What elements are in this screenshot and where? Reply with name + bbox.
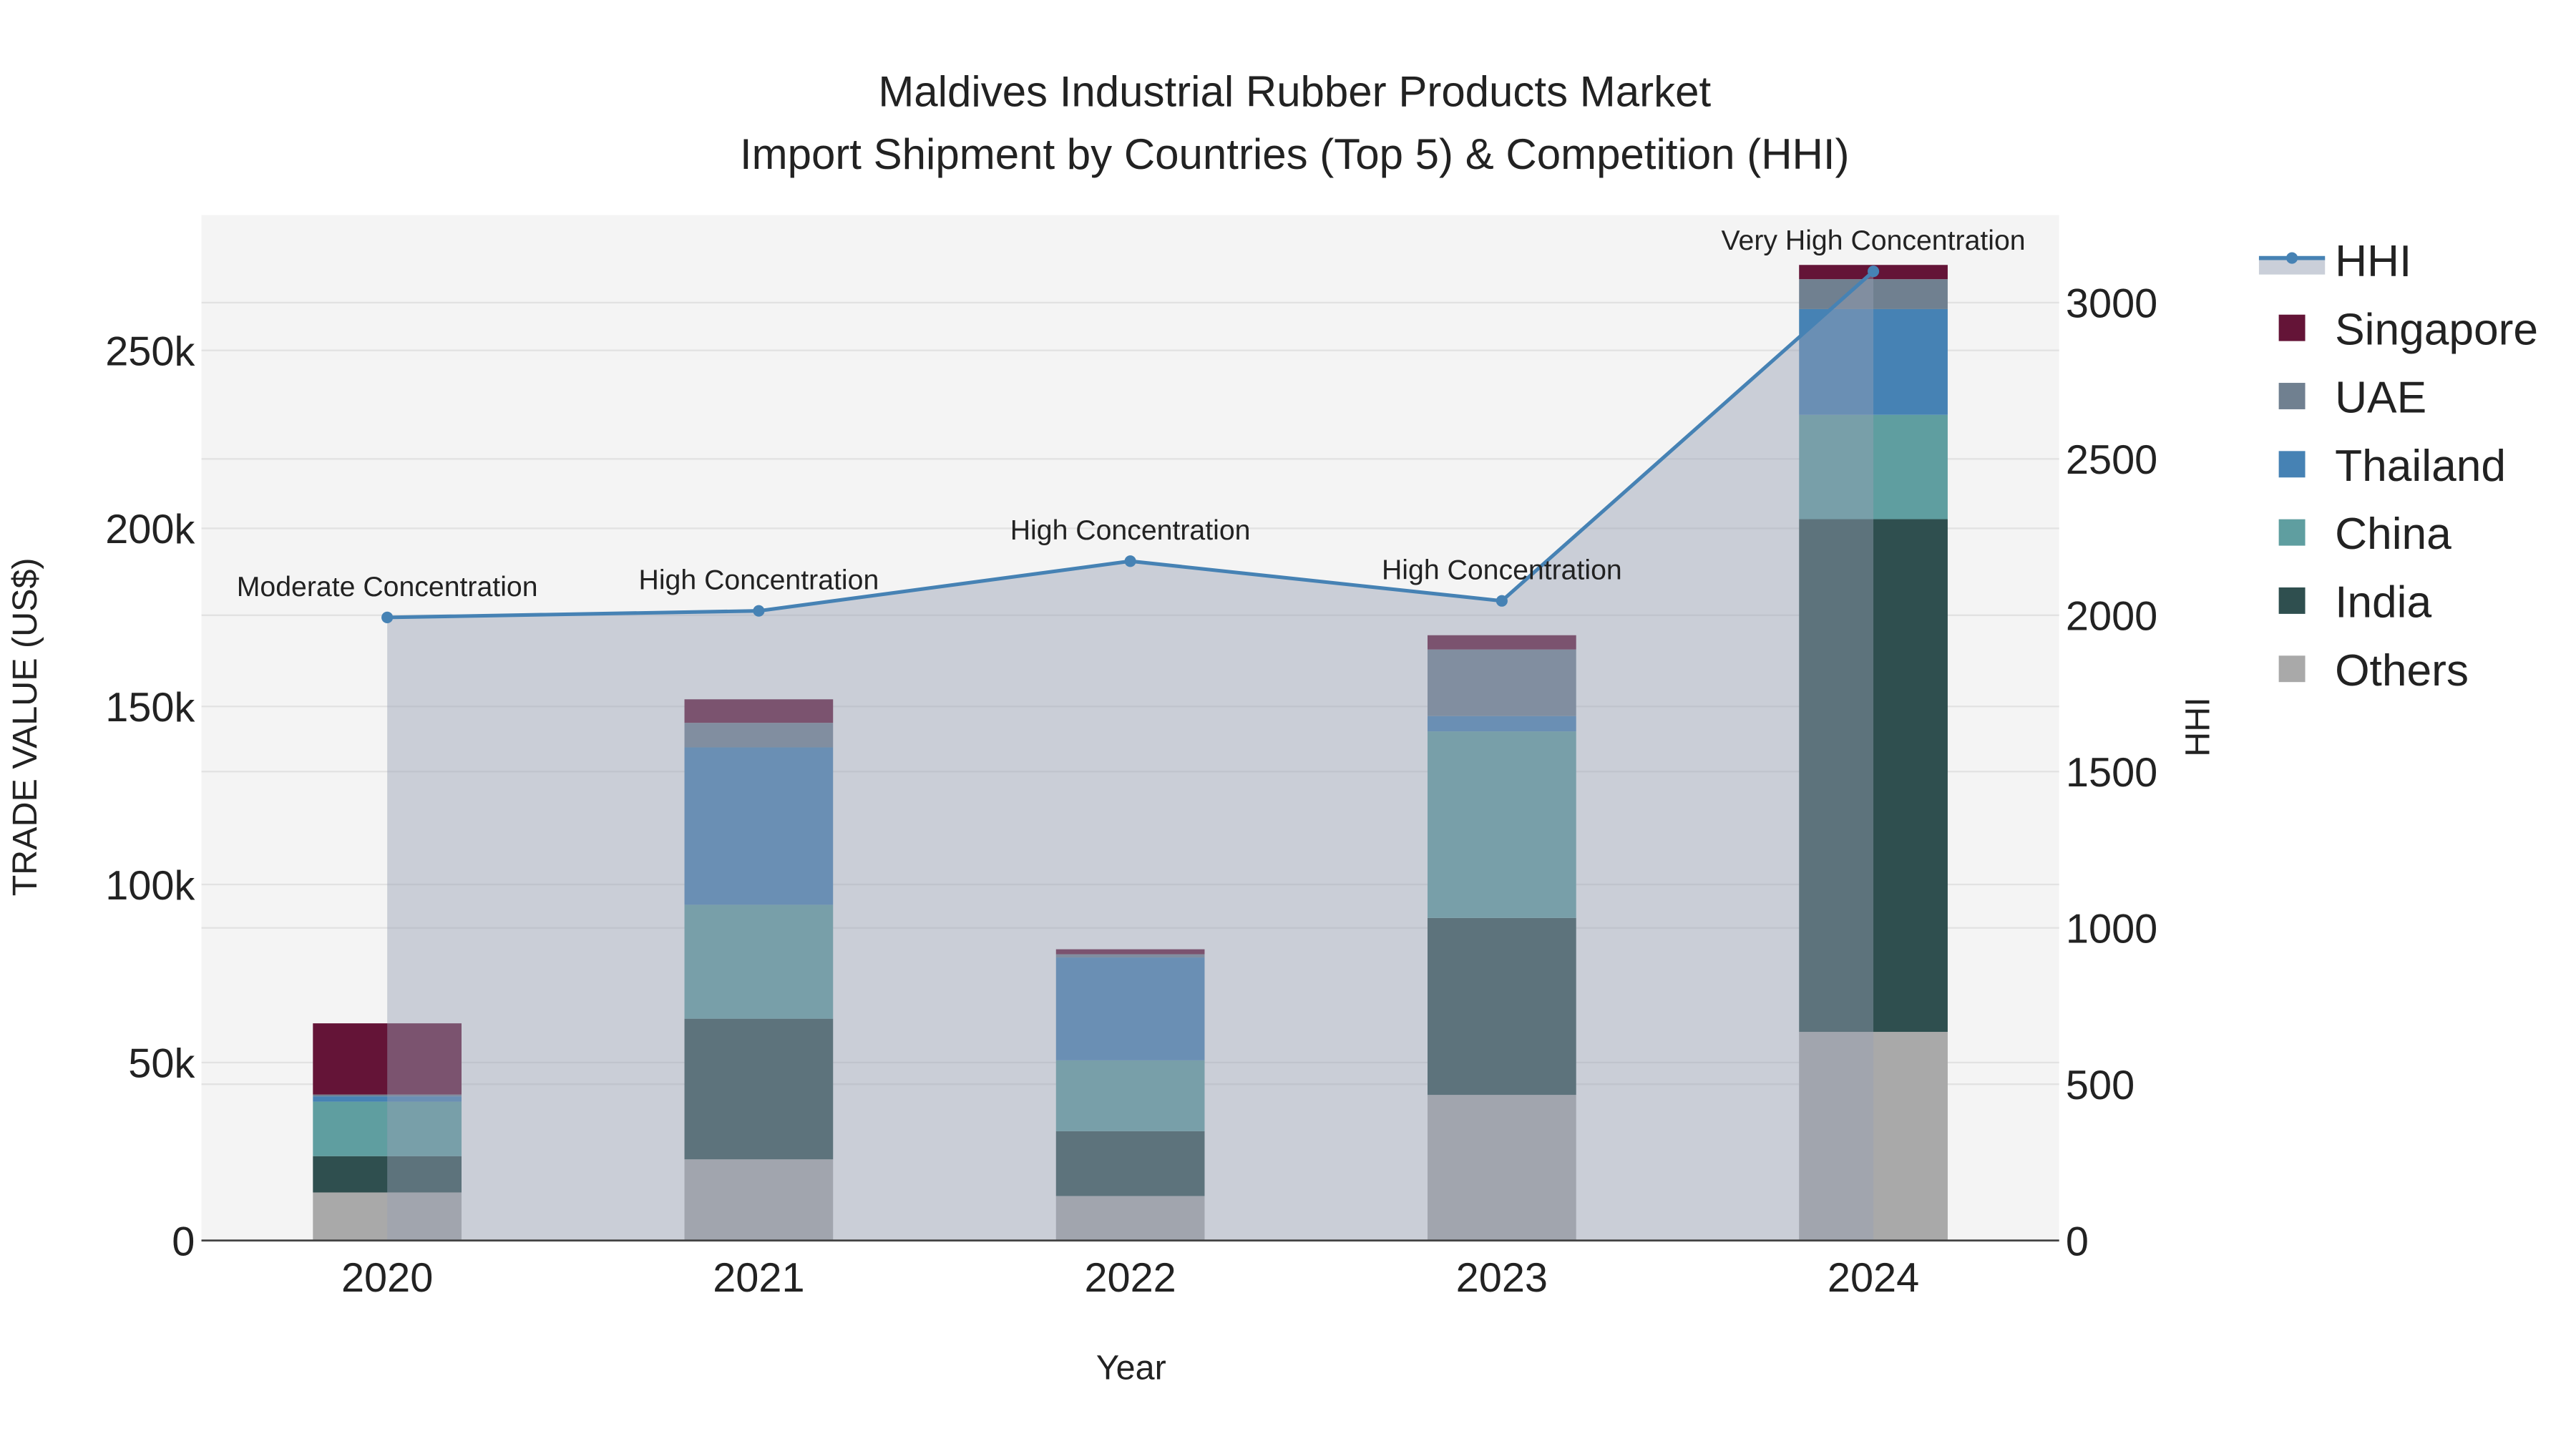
y-tick-label: 50k [128, 1041, 195, 1087]
bar-others-2021 [684, 1159, 834, 1241]
y2-tick-label: 1500 [2066, 750, 2157, 796]
y-tick-label: 100k [105, 863, 195, 909]
bar-china-2020 [313, 1101, 462, 1156]
bar-uae-2022 [1055, 954, 1205, 958]
legend-swatch-uae [2278, 383, 2306, 409]
y-axis-title: TRADE VALUE (US$) [6, 557, 44, 896]
bar-china-2021 [684, 904, 834, 1019]
bar-india-2021 [684, 1018, 834, 1160]
y-tick-label: 200k [105, 507, 195, 552]
x-tick-label: 2023 [1456, 1255, 1548, 1301]
bar-thailand-2024 [1799, 308, 1948, 415]
x-tick-label: 2021 [713, 1255, 804, 1301]
axes: 0 50k 100k 150k 200k 250k 0 500 1000 1500 2000 2500… [105, 281, 2157, 1302]
legend-label-singapore: Singapore [2335, 305, 2538, 354]
x-axis-title: Year [1096, 1349, 1166, 1387]
bar-india-2022 [1055, 1131, 1205, 1196]
bar-others-2020 [313, 1192, 462, 1241]
bar-others-2023 [1428, 1095, 1576, 1241]
y2-tick-label: 2000 [2066, 594, 2157, 640]
legend-swatch-others [2278, 655, 2306, 683]
legend-label-china: China [2335, 509, 2451, 559]
x-tick-label: 2022 [1084, 1255, 1176, 1301]
hhi-area [387, 271, 1874, 1241]
bar-india-2024 [1799, 519, 1948, 1033]
bar-thailand-2022 [1055, 957, 1205, 1060]
hhi-annotation: Moderate Concentration [237, 571, 538, 602]
legend-swatch-india [2278, 587, 2306, 614]
hhi-point-2024 [1868, 265, 1880, 278]
legend-swatch-china [2278, 519, 2306, 546]
bar-thailand-2020 [313, 1096, 462, 1102]
hhi-point-2022 [1124, 555, 1136, 567]
x-tick-label: 2024 [1828, 1255, 1919, 1301]
y2-tick-label: 2500 [2066, 437, 2157, 483]
hhi-line-group: Moderate Concentration High Concentration… [237, 225, 2026, 623]
legend: HHI Singapore UAE Thailand China India Others [2258, 237, 2538, 696]
y2-tick-label: 3000 [2066, 281, 2157, 327]
x-tick-label: 2020 [341, 1255, 433, 1301]
bar-singapore-2022 [1055, 949, 1205, 955]
legend-label-hhi: HHI [2335, 237, 2411, 286]
bar-uae-2020 [313, 1094, 462, 1097]
chart-title: Maldives Industrial Rubber Products Mark… [878, 67, 1711, 115]
hhi-annotation: High Concentration [639, 565, 879, 596]
y-tick-label: 250k [105, 328, 195, 374]
y2-tick-label: 1000 [2066, 907, 2157, 952]
bar-singapore-2021 [684, 699, 834, 723]
bar-thailand-2021 [684, 747, 834, 905]
bar-china-2022 [1055, 1060, 1205, 1131]
hhi-point-2023 [1496, 595, 1508, 607]
bar-china-2024 [1799, 414, 1948, 519]
bar-china-2023 [1428, 731, 1576, 918]
bar-uae-2023 [1428, 649, 1576, 716]
y2-axis-title: HHI [2179, 697, 2218, 756]
hhi-annotation: High Concentration [1010, 514, 1251, 546]
legend-label-others: Others [2335, 646, 2469, 696]
legend-label-uae: UAE [2335, 374, 2426, 423]
bar-india-2023 [1428, 917, 1576, 1096]
legend-swatch-singapore [2278, 314, 2306, 341]
hhi-annotation: High Concentration [1382, 555, 1622, 586]
hhi-point-2020 [381, 611, 394, 623]
bar-singapore-2020 [313, 1023, 462, 1095]
chart-subtitle: Import Shipment by Countries (Top 5) & C… [740, 130, 1850, 178]
legend-label-thailand: Thailand [2335, 441, 2506, 491]
hhi-area-fill [387, 271, 1874, 1241]
y-tick-label: 150k [105, 685, 195, 731]
y2-tick-label: 0 [2066, 1219, 2089, 1264]
hhi-annotation: Very High Concentration [1722, 225, 2026, 256]
hhi-point-2021 [753, 605, 765, 617]
bar-thailand-2023 [1428, 716, 1576, 732]
bar-singapore-2023 [1428, 635, 1576, 650]
y2-tick-label: 500 [2066, 1063, 2135, 1108]
bar-uae-2021 [684, 723, 834, 748]
legend-label-india: India [2335, 578, 2431, 628]
bar-others-2024 [1799, 1032, 1948, 1241]
gridlines [201, 301, 2059, 1085]
bar-india-2020 [313, 1156, 462, 1193]
y-tick-label: 0 [172, 1219, 195, 1264]
bar-uae-2024 [1799, 279, 1948, 309]
bars [313, 265, 1948, 1241]
legend-swatch-thailand [2278, 451, 2306, 478]
legend-hhi-area-swatch [2258, 258, 2326, 275]
legend-hhi-marker [2286, 252, 2298, 264]
bar-others-2022 [1055, 1196, 1205, 1241]
